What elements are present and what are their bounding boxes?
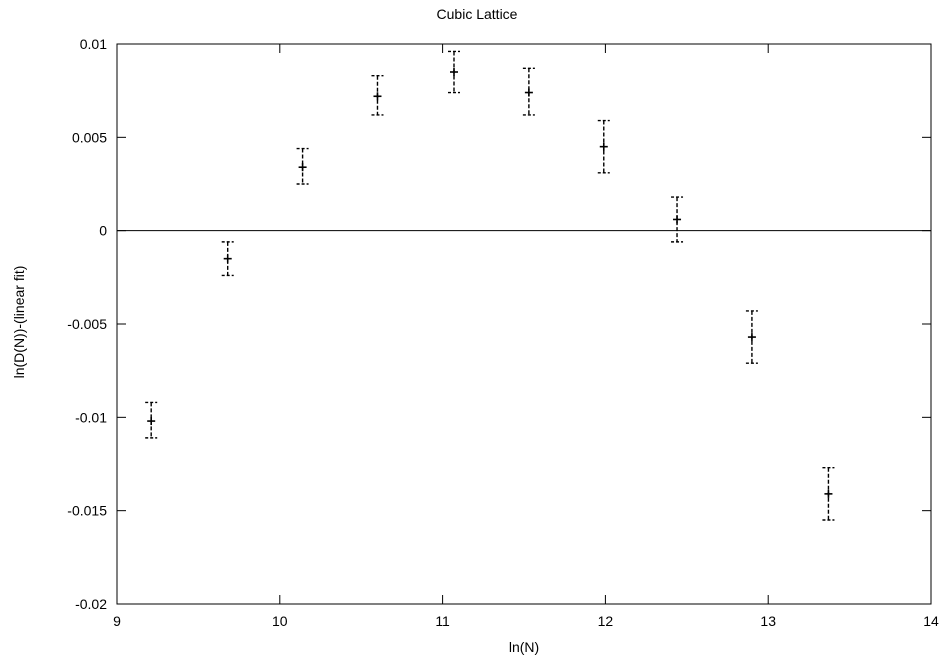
x-tick-label: 11 xyxy=(435,613,450,629)
y-tick-label: -0.02 xyxy=(75,596,107,612)
data-point xyxy=(296,147,309,185)
data-point xyxy=(221,241,234,277)
y-tick-label: 0 xyxy=(99,223,107,239)
x-tick-label: 9 xyxy=(113,613,121,629)
data-point xyxy=(447,50,460,94)
x-tick-label: 13 xyxy=(760,613,776,629)
data-point xyxy=(822,467,835,521)
data-point xyxy=(145,401,158,439)
data-point xyxy=(671,196,684,243)
data-point xyxy=(371,75,384,116)
chart-title: Cubic Lattice xyxy=(437,6,518,22)
x-tick-label: 10 xyxy=(272,613,288,629)
x-tick-label: 14 xyxy=(923,613,939,629)
data-point xyxy=(597,119,610,174)
axis-ticks: 9 10 11 12 13 14 -0.02 -0.015 -0.01 -0.005 0 0.005 0… xyxy=(67,36,939,629)
x-axis-label: ln(N) xyxy=(509,639,539,655)
y-tick-label: -0.005 xyxy=(67,316,107,332)
y-tick-label: 0.005 xyxy=(72,129,107,145)
y-tick-label: -0.015 xyxy=(67,503,107,519)
y-tick-label: -0.01 xyxy=(75,409,107,425)
x-tick-label: 12 xyxy=(598,613,614,629)
plot-area-frame xyxy=(116,43,932,605)
y-tick-label: 0.01 xyxy=(80,36,107,52)
y-axis-label: ln(D(N))-(linear fit) xyxy=(11,266,27,379)
data-series xyxy=(145,50,835,521)
data-point xyxy=(522,67,535,116)
data-point xyxy=(745,310,758,364)
